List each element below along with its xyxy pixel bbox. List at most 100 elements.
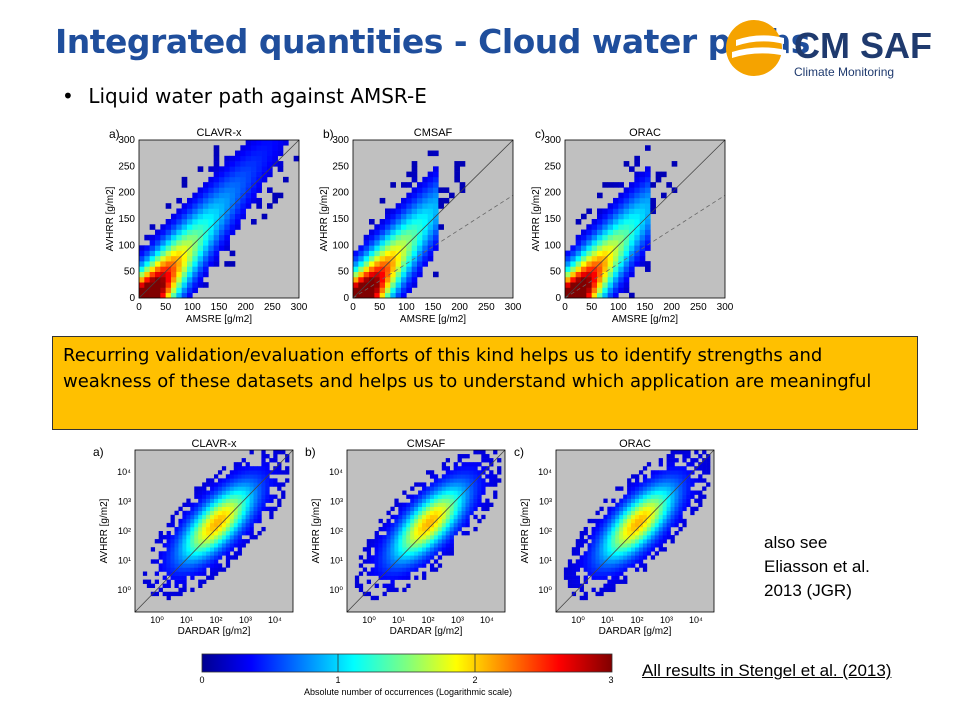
heatmap-cell bbox=[219, 224, 225, 230]
stengel-reference-link[interactable]: All results in Stengel et al. (2013) bbox=[642, 661, 892, 680]
heatmap-cell bbox=[249, 450, 254, 455]
heatmap-cell bbox=[210, 571, 215, 576]
heatmap-cell bbox=[670, 514, 675, 520]
heatmap-cell bbox=[394, 563, 399, 568]
heatmap-cell bbox=[155, 245, 161, 251]
heatmap-cell bbox=[654, 551, 659, 556]
heatmap-cell bbox=[208, 197, 214, 204]
heatmap-cell bbox=[225, 543, 231, 548]
heatmap-cell bbox=[441, 531, 447, 536]
heatmap-cell bbox=[454, 161, 460, 167]
heatmap-cell bbox=[261, 462, 266, 467]
heatmap-cell bbox=[192, 287, 198, 294]
heatmap-cell bbox=[192, 208, 198, 215]
heatmap-cell bbox=[650, 197, 656, 204]
heatmap-cell bbox=[414, 506, 419, 512]
heatmap-cell bbox=[607, 563, 612, 568]
heatmap-cell bbox=[155, 240, 161, 246]
heatmap-cell bbox=[245, 510, 250, 516]
heatmap-cell bbox=[639, 171, 646, 178]
heatmap-cell bbox=[595, 531, 600, 536]
heatmap-cell bbox=[410, 510, 415, 516]
plot-frame bbox=[564, 139, 726, 299]
heatmap-cell bbox=[591, 551, 596, 556]
heatmap-cell bbox=[241, 518, 246, 524]
heatmap-cell bbox=[426, 518, 431, 524]
heatmap-cell bbox=[224, 155, 230, 162]
heatmap-cell bbox=[650, 535, 656, 540]
heatmap-cell bbox=[414, 543, 419, 548]
heatmap-cell bbox=[638, 494, 644, 499]
heatmap-cell bbox=[277, 482, 282, 487]
heatmap-cell bbox=[219, 166, 225, 172]
heatmap-cell bbox=[429, 494, 435, 499]
heatmap-cell bbox=[233, 526, 238, 532]
heatmap-cell bbox=[623, 219, 630, 225]
heatmap-cell bbox=[155, 250, 161, 257]
heatmap-cell bbox=[261, 494, 266, 499]
heatmap-cell bbox=[256, 171, 262, 178]
heatmap-cell bbox=[277, 450, 282, 455]
heatmap-cell bbox=[433, 539, 439, 544]
heatmap-cell bbox=[623, 287, 630, 294]
heatmap-cell bbox=[586, 250, 592, 257]
heatmap-cell bbox=[702, 486, 707, 491]
heatmap-cell bbox=[461, 474, 466, 479]
heatmap-cell bbox=[658, 498, 663, 503]
heatmap-cell bbox=[638, 470, 644, 475]
heatmap-cell bbox=[225, 478, 231, 483]
heatmap-cell bbox=[457, 518, 462, 524]
heatmap-cell bbox=[639, 261, 646, 267]
heatmap-cell bbox=[174, 547, 179, 552]
heatmap-cell bbox=[144, 292, 150, 299]
heatmap-cell bbox=[445, 490, 450, 495]
heatmap-cell bbox=[465, 490, 470, 495]
heatmap-cell bbox=[269, 498, 274, 503]
heatmap-cell bbox=[411, 208, 418, 215]
heatmap-cell bbox=[638, 547, 644, 552]
heatmap-cell bbox=[627, 526, 632, 532]
heatmap-cell bbox=[187, 208, 193, 215]
heatmap-cell bbox=[192, 282, 198, 288]
heatmap-cell bbox=[210, 502, 215, 507]
heatmap-cell bbox=[197, 187, 204, 193]
heatmap-cell bbox=[224, 176, 230, 183]
heatmap-cell bbox=[579, 539, 584, 544]
heatmap-cell bbox=[654, 518, 659, 524]
heatmap-cell bbox=[429, 490, 435, 495]
heatmap-cell bbox=[441, 506, 447, 512]
heatmap-cell bbox=[686, 478, 691, 483]
heatmap-cell bbox=[253, 506, 258, 512]
heatmap-cell bbox=[666, 510, 671, 516]
heatmap-cell bbox=[422, 486, 427, 491]
y-tick-label: 150 bbox=[332, 214, 349, 225]
heatmap-cell bbox=[645, 245, 651, 251]
heatmap-cell bbox=[418, 514, 423, 520]
heatmap-cell bbox=[229, 518, 235, 524]
heatmap-cell bbox=[417, 245, 423, 251]
heatmap-cell bbox=[203, 240, 209, 246]
heatmap-cell bbox=[583, 591, 588, 597]
heatmap-cell bbox=[422, 192, 428, 199]
heatmap-cell bbox=[406, 182, 412, 188]
heatmap-cell bbox=[666, 462, 671, 467]
heatmap-cell bbox=[202, 579, 207, 584]
heatmap-cell bbox=[390, 575, 395, 580]
heatmap-cell bbox=[602, 292, 608, 299]
heatmap-cell bbox=[587, 571, 592, 576]
heatmap-cell bbox=[437, 518, 443, 524]
heatmap-cell bbox=[142, 579, 148, 584]
heatmap-cell bbox=[166, 559, 171, 564]
heatmap-cell bbox=[698, 454, 703, 459]
heatmap-cell bbox=[629, 250, 635, 257]
one-to-one-line bbox=[346, 449, 506, 613]
heatmap-cell bbox=[427, 197, 434, 204]
heatmap-cell bbox=[197, 229, 204, 236]
heatmap-cell bbox=[417, 224, 423, 230]
heatmap-cell bbox=[217, 526, 223, 532]
heatmap-cell bbox=[257, 478, 262, 483]
heatmap-cell bbox=[229, 182, 236, 188]
heatmap-cell bbox=[265, 454, 270, 459]
heatmap-cell bbox=[160, 245, 166, 251]
heatmap-cell bbox=[457, 498, 462, 503]
